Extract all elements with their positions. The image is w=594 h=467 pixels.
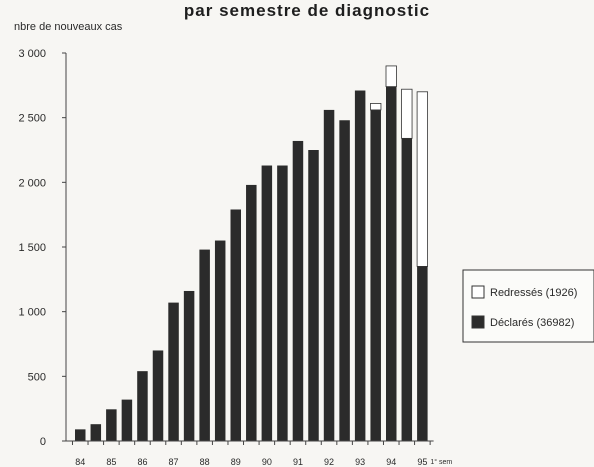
bar-redresses (370, 103, 382, 111)
y-tick-label: 1 500 (18, 242, 46, 254)
x-tick-label: 89 (231, 457, 241, 467)
bar-declares (183, 290, 195, 441)
bar-declares (261, 165, 273, 441)
legend: Redressés (1926) Déclarés (36982) (462, 269, 594, 343)
x-tick-label: 93 (355, 457, 365, 467)
x-suffix-label: 1° sem (430, 458, 452, 466)
bar-declares (75, 429, 86, 441)
y-tick-label: 0 (40, 436, 46, 448)
bar-declares (168, 302, 179, 441)
y-axis-label: nbre de nouveaux cas (14, 21, 123, 33)
bar-declares (401, 138, 413, 442)
bar-declares (277, 165, 288, 441)
x-tick-label: 91 (293, 457, 303, 467)
legend-swatch-declares (471, 315, 485, 329)
legend-label-redresses: Redressés (1926) (490, 287, 577, 299)
bars (75, 65, 429, 442)
bar-redresses (401, 88, 413, 139)
bar-declares (354, 90, 366, 441)
y-tick-label: 500 (28, 371, 46, 383)
x-tick-label: 84 (75, 457, 85, 467)
bar-declares (214, 240, 226, 441)
chart-title: par semestre de diagnostic (184, 1, 430, 20)
bar-redresses (385, 65, 397, 88)
bar-declares (292, 140, 304, 441)
bar-redresses (416, 91, 429, 267)
x-tick-label: 95 (417, 457, 427, 467)
bar-declares (339, 120, 350, 441)
bar-declares (370, 109, 381, 441)
bar-declares (386, 86, 397, 441)
y-tick-label: 2 500 (18, 113, 46, 125)
legend-swatch-redresses (471, 285, 485, 299)
bar-declares (106, 409, 117, 441)
x-tick-label: 92 (324, 457, 334, 467)
x-tick-label: 90 (262, 457, 272, 467)
x-tick-label: 85 (106, 457, 116, 467)
bar-declares (323, 109, 335, 441)
y-tick-label: 3 000 (18, 48, 46, 60)
bar-declares (152, 350, 164, 441)
bar-declares (121, 399, 133, 441)
x-tick-label: 88 (200, 457, 210, 467)
bar-declares (246, 184, 257, 442)
legend-box (462, 269, 594, 343)
bar-declares (199, 249, 210, 441)
bar-declares (417, 266, 428, 441)
y-tick-label: 1 000 (18, 307, 46, 319)
bar-declares (230, 209, 241, 441)
legend-label-declares: Déclarés (36982) (490, 317, 574, 329)
x-tick-label: 86 (137, 457, 147, 467)
x-tick-label: 87 (169, 457, 179, 467)
bar-declares (308, 150, 319, 441)
y-axis: 0 500 1 000 1 500 2 000 2 500 3 000 (18, 48, 67, 448)
bar-declares (137, 371, 148, 441)
x-axis: 84 85 86 87 88 89 90 91 92 93 94 95 1° sem (66, 440, 452, 467)
bar-declares (90, 424, 102, 441)
y-tick-label: 2 000 (18, 177, 46, 189)
x-tick-label: 94 (386, 457, 396, 467)
